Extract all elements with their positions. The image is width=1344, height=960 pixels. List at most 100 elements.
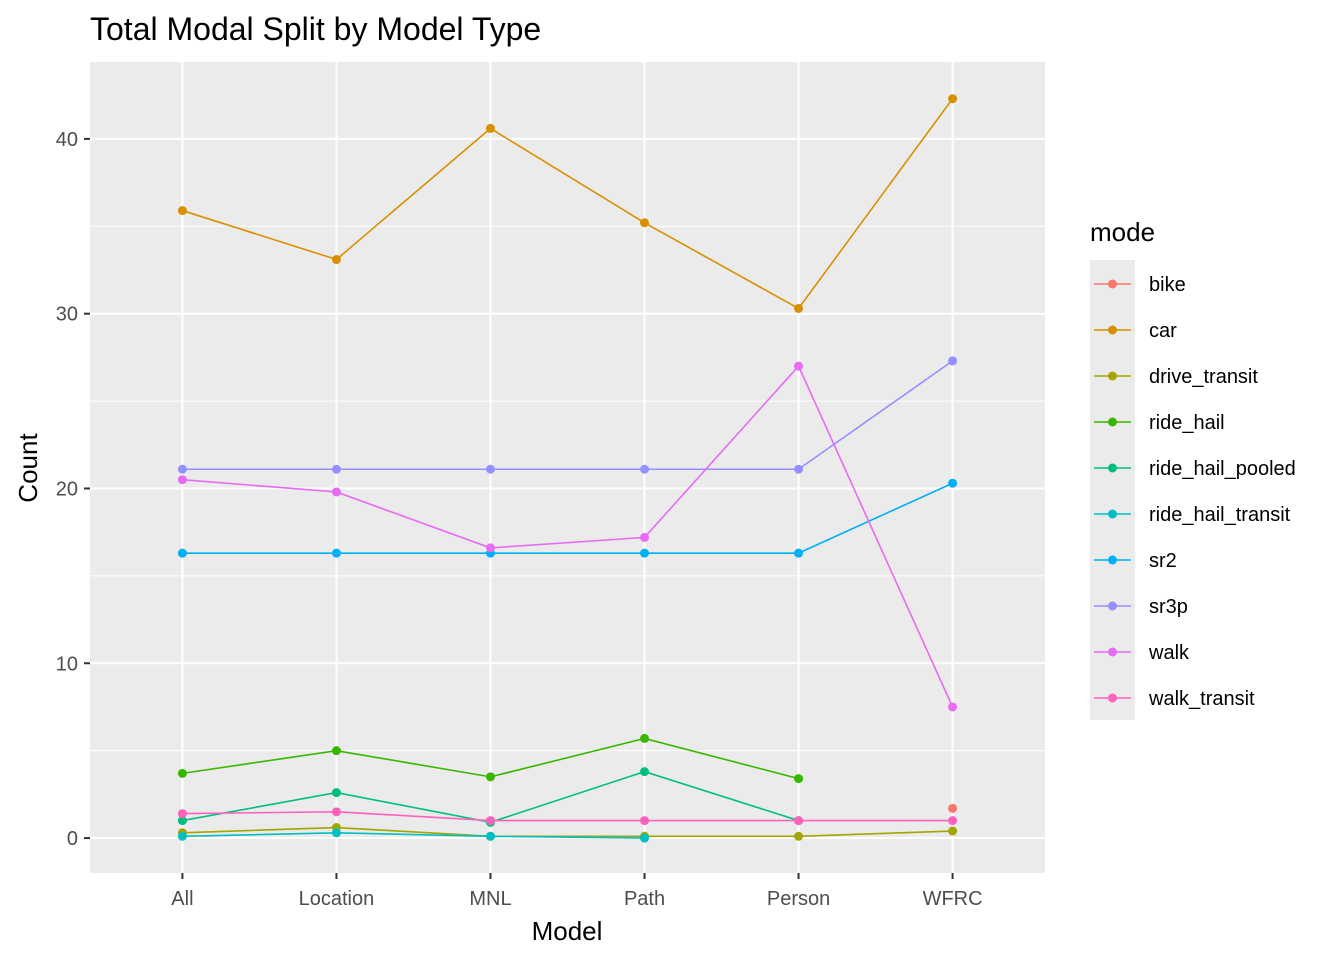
legend-label: car xyxy=(1149,320,1177,342)
data-point xyxy=(177,464,187,474)
data-point xyxy=(177,475,187,485)
y-axis-title: Count xyxy=(13,433,43,503)
data-point xyxy=(640,548,650,558)
series-line xyxy=(182,364,954,708)
data-point xyxy=(640,767,650,777)
data-point xyxy=(331,255,341,265)
data-point xyxy=(640,218,650,228)
series-line xyxy=(182,360,954,471)
legend-label: bike xyxy=(1149,274,1186,296)
data-point xyxy=(331,548,341,558)
chart-title: Total Modal Split by Model Type xyxy=(90,11,541,47)
legend-item: bike xyxy=(1094,274,1186,296)
legend-key-point xyxy=(1108,325,1117,335)
axis-ticks: 0 10 20 30 40 All Location MNL Path Person WFRC xyxy=(56,129,983,910)
legend-label: ride_hail xyxy=(1149,412,1225,434)
x-tick-label: WFRC xyxy=(923,888,983,910)
series-walk-transit xyxy=(177,807,958,826)
y-tick-label: 30 xyxy=(56,304,78,326)
data-point xyxy=(948,478,958,488)
data-point xyxy=(485,831,495,841)
data-point xyxy=(485,816,495,826)
series-sr3p xyxy=(177,356,958,474)
legend-key-point xyxy=(1108,279,1117,289)
data-point xyxy=(794,303,804,313)
plot-panel xyxy=(90,62,1045,873)
legend-item: sr3p xyxy=(1094,596,1188,618)
data-point xyxy=(331,807,341,817)
legend-item: drive_transit xyxy=(1094,366,1258,388)
data-point xyxy=(948,816,958,826)
x-tick-label: Location xyxy=(299,888,375,910)
legend-item: ride_hail xyxy=(1094,412,1225,434)
data-point xyxy=(177,768,187,778)
legend-label: sr2 xyxy=(1149,550,1177,572)
data-point xyxy=(331,487,341,497)
data-point xyxy=(794,831,804,841)
x-tick-label: Person xyxy=(767,888,830,910)
series-car xyxy=(177,94,958,313)
y-tick-label: 10 xyxy=(56,653,78,675)
data-point xyxy=(794,774,804,784)
data-point xyxy=(331,746,341,756)
legend-key-background xyxy=(1090,260,1135,720)
legend-item: car xyxy=(1094,320,1177,342)
x-tick-label: Path xyxy=(624,888,665,910)
series-bike xyxy=(948,803,958,813)
legend-item: walk xyxy=(1094,642,1190,664)
x-tick-label: All xyxy=(171,888,193,910)
legend-label: ride_hail_pooled xyxy=(1149,458,1296,480)
legend-key-point xyxy=(1108,601,1117,611)
data-point xyxy=(640,833,650,843)
series-line xyxy=(182,811,953,822)
series-line xyxy=(182,482,953,554)
legend-label: ride_hail_transit xyxy=(1149,504,1291,526)
data-point xyxy=(485,772,495,782)
legend-key-point xyxy=(1108,509,1117,519)
legend: mode bike car drive_transit ride_hail ride_h… xyxy=(1090,217,1296,720)
legend-item: sr2 xyxy=(1094,550,1177,572)
legend-label: walk_transit xyxy=(1148,688,1255,710)
data-point xyxy=(177,809,187,819)
data-point xyxy=(794,361,804,371)
legend-key-point xyxy=(1108,647,1117,657)
data-point xyxy=(794,816,804,826)
legend-key-point xyxy=(1108,371,1117,381)
data-point xyxy=(948,356,958,366)
legend-label: drive_transit xyxy=(1149,366,1258,388)
legend-key-point xyxy=(1108,463,1117,473)
legend-key-point xyxy=(1108,417,1117,427)
data-point xyxy=(794,464,804,474)
legend-item: walk_transit xyxy=(1094,688,1255,710)
legend-title: mode xyxy=(1090,217,1155,247)
legend-label: walk xyxy=(1148,642,1190,664)
data-point xyxy=(485,543,495,553)
data-point xyxy=(177,816,187,826)
data-point xyxy=(948,702,958,712)
data-point xyxy=(331,464,341,474)
series-ride-hail-transit xyxy=(177,828,650,843)
legend-key-point xyxy=(1108,555,1117,565)
series-ride-hail xyxy=(177,733,804,784)
data-point xyxy=(331,828,341,838)
data-point xyxy=(640,532,650,542)
legend-item: ride_hail_transit xyxy=(1094,504,1291,526)
series-line xyxy=(182,826,953,838)
data-point xyxy=(640,464,650,474)
data-point xyxy=(485,464,495,474)
x-tick-label: MNL xyxy=(469,888,511,910)
data-point xyxy=(640,733,650,743)
legend-key-point xyxy=(1108,693,1117,703)
series-walk xyxy=(177,361,958,712)
data-point xyxy=(485,123,495,133)
series-layer xyxy=(177,94,958,843)
data-point xyxy=(794,548,804,558)
data-point xyxy=(177,831,187,841)
data-point xyxy=(640,816,650,826)
x-axis-title: Model xyxy=(532,916,603,946)
data-point xyxy=(177,548,187,558)
data-point xyxy=(948,94,958,104)
legend-item: ride_hail_pooled xyxy=(1094,458,1296,480)
series-line xyxy=(182,831,645,839)
